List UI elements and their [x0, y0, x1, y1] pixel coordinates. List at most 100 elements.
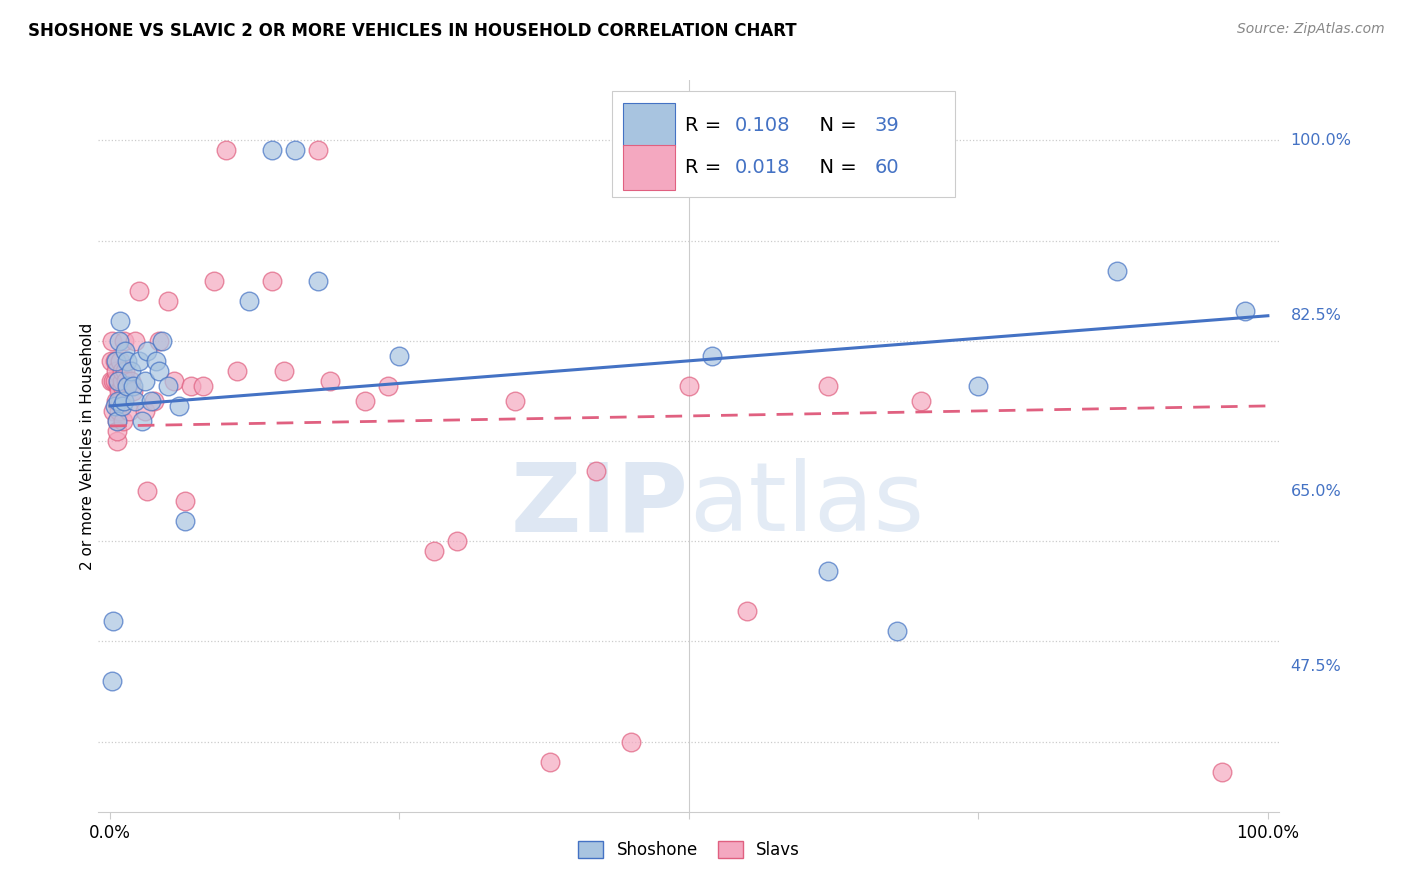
- Point: [128, 354, 150, 368]
- Point: [180, 379, 202, 393]
- Point: [110, 354, 132, 368]
- Point: [114, 343, 136, 358]
- Point: [104, 354, 127, 368]
- Point: [226, 364, 249, 378]
- Point: [111, 414, 134, 428]
- Point: [120, 374, 142, 388]
- Point: [262, 144, 284, 158]
- FancyBboxPatch shape: [612, 91, 955, 197]
- Point: [105, 414, 128, 428]
- Point: [108, 384, 131, 398]
- Text: 100.0%: 100.0%: [1291, 133, 1351, 148]
- Point: [817, 564, 839, 578]
- Point: [110, 399, 132, 413]
- Point: [114, 364, 136, 378]
- Point: [700, 349, 723, 363]
- Text: 39: 39: [875, 116, 898, 135]
- Text: 0.018: 0.018: [735, 158, 790, 178]
- Point: [967, 379, 990, 393]
- Point: [284, 144, 307, 158]
- Point: [215, 144, 238, 158]
- Point: [273, 364, 295, 378]
- Point: [423, 544, 446, 558]
- Text: 65.0%: 65.0%: [1291, 483, 1341, 499]
- Point: [143, 393, 166, 408]
- Point: [107, 379, 129, 393]
- Point: [735, 604, 758, 618]
- Text: atlas: atlas: [689, 458, 924, 551]
- Point: [103, 615, 125, 629]
- Point: [104, 354, 127, 368]
- Point: [104, 399, 127, 413]
- Point: [104, 393, 127, 408]
- Point: [110, 374, 132, 388]
- Point: [107, 393, 129, 408]
- Point: [148, 364, 170, 378]
- Point: [110, 314, 132, 328]
- Point: [1233, 303, 1256, 318]
- Point: [886, 624, 908, 639]
- Point: [134, 374, 156, 388]
- Point: [1211, 764, 1233, 779]
- Point: [115, 374, 138, 388]
- Point: [136, 484, 159, 499]
- Point: [678, 379, 700, 393]
- Point: [110, 364, 132, 378]
- Point: [377, 379, 399, 393]
- Point: [122, 379, 145, 393]
- Point: [112, 393, 135, 408]
- Point: [117, 379, 139, 393]
- Point: [128, 284, 150, 298]
- Point: [105, 424, 128, 438]
- Point: [107, 374, 129, 388]
- Point: [107, 374, 129, 388]
- Point: [156, 293, 179, 308]
- Point: [169, 399, 191, 413]
- Point: [238, 293, 260, 308]
- Point: [353, 393, 375, 408]
- Point: [105, 434, 128, 448]
- Point: [103, 374, 125, 388]
- Text: 47.5%: 47.5%: [1291, 659, 1341, 674]
- Point: [388, 349, 411, 363]
- Point: [1107, 263, 1129, 277]
- Point: [101, 334, 124, 348]
- Point: [108, 334, 131, 348]
- Point: [910, 393, 932, 408]
- Point: [117, 379, 139, 393]
- Point: [124, 334, 146, 348]
- Point: [105, 414, 128, 428]
- Text: SHOSHONE VS SLAVIC 2 OR MORE VEHICLES IN HOUSEHOLD CORRELATION CHART: SHOSHONE VS SLAVIC 2 OR MORE VEHICLES IN…: [28, 22, 797, 40]
- Point: [117, 404, 139, 418]
- Point: [122, 384, 145, 398]
- Y-axis label: 2 or more Vehicles in Household: 2 or more Vehicles in Household: [80, 322, 94, 570]
- Point: [202, 274, 225, 288]
- Point: [145, 354, 167, 368]
- Point: [104, 364, 127, 378]
- Point: [110, 393, 132, 408]
- Point: [139, 393, 162, 408]
- Point: [319, 374, 342, 388]
- Point: [136, 343, 159, 358]
- Point: [148, 334, 170, 348]
- Text: 82.5%: 82.5%: [1291, 309, 1341, 323]
- Point: [100, 374, 122, 388]
- Point: [117, 354, 139, 368]
- Point: [156, 379, 179, 393]
- Point: [620, 734, 643, 748]
- Point: [112, 334, 135, 348]
- Point: [446, 534, 468, 549]
- Point: [103, 404, 125, 418]
- Point: [538, 755, 561, 769]
- Text: 60: 60: [875, 158, 898, 178]
- Point: [108, 404, 131, 418]
- Point: [262, 274, 284, 288]
- Point: [150, 334, 173, 348]
- Point: [817, 379, 839, 393]
- Text: Source: ZipAtlas.com: Source: ZipAtlas.com: [1237, 22, 1385, 37]
- Point: [120, 364, 142, 378]
- Point: [104, 374, 127, 388]
- Text: 0.108: 0.108: [735, 116, 790, 135]
- Point: [134, 404, 156, 418]
- Point: [131, 414, 153, 428]
